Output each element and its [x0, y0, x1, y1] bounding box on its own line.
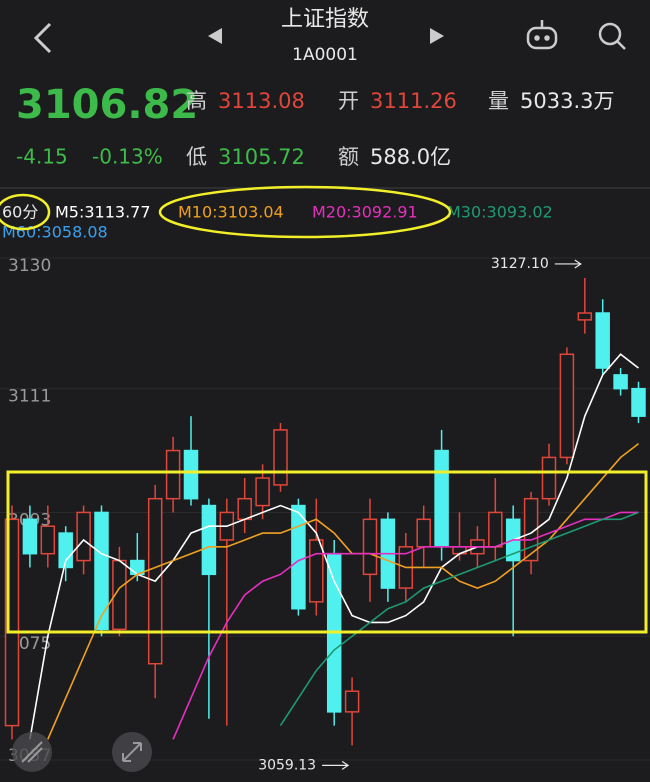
candle-body [291, 504, 306, 610]
candle-body [165, 449, 181, 500]
prev-button[interactable] [208, 28, 222, 44]
stat-label: 额 [338, 145, 359, 169]
highlight-box [6, 470, 648, 634]
y-tick-label: 3111 [8, 387, 51, 407]
search-icon[interactable] [598, 22, 626, 50]
bottom-buttons [12, 732, 152, 772]
candle-body [309, 539, 324, 603]
low-label: 3059.13 [258, 757, 316, 773]
candle-body [344, 690, 360, 713]
legend-item: M60:3058.08 [2, 223, 108, 242]
stat-value: 3113.08 [218, 89, 305, 113]
legend-item: M30:3093.02 [447, 203, 553, 222]
ma-line [29, 353, 639, 740]
candle-body [631, 387, 646, 417]
y-tick-label: 3130 [8, 256, 51, 276]
index-title: 上证指数 [281, 7, 369, 32]
candle-body [362, 518, 378, 576]
change: -4.15 [16, 145, 68, 169]
stat-value: 3105.72 [218, 145, 305, 169]
candle-body [577, 312, 593, 321]
low-arrow [322, 760, 350, 770]
candle-body [58, 532, 73, 569]
candle-body [76, 511, 91, 562]
expand-icon [122, 742, 142, 762]
price: 3106.82 [16, 82, 198, 128]
candle-body [40, 525, 56, 555]
candle-body [488, 511, 503, 548]
stat-value: 5033.3万 [520, 89, 614, 113]
next-button[interactable] [430, 28, 444, 44]
stat-value: 3111.26 [370, 89, 457, 113]
candle-body [273, 429, 288, 486]
ma-line [172, 511, 639, 740]
candle-body [183, 449, 199, 500]
candle-body [595, 312, 610, 369]
stat-label: 低 [186, 145, 207, 169]
ma-line [279, 511, 639, 727]
legend-item: M10:3103.04 [178, 203, 284, 222]
collapse-icon [21, 741, 43, 763]
change-pct: -0.13% [92, 145, 163, 169]
candle-body [237, 497, 252, 521]
high-arrow [554, 259, 582, 269]
candle-body [201, 504, 217, 576]
ma-line [47, 443, 639, 740]
period[interactable]: 60分 [2, 203, 38, 222]
legend-item: M20:3092.91 [312, 203, 418, 222]
robot-icon[interactable] [526, 20, 558, 50]
high-label: 3127.10 [491, 256, 549, 272]
candle-body [255, 477, 270, 507]
stat-label: 开 [338, 89, 359, 113]
highlight-ellipse [158, 185, 452, 239]
candle-body [22, 518, 38, 555]
candle-body [541, 456, 557, 500]
legend-item: M5:3113.77 [55, 203, 151, 222]
index-code: 1A0001 [292, 45, 358, 65]
candle-body [613, 374, 628, 390]
candle-body [559, 353, 575, 459]
candle-body [434, 449, 449, 548]
stat-value: 588.0亿 [370, 145, 451, 169]
highlight-ellipse [0, 193, 51, 231]
candle-body [94, 511, 109, 631]
stat-label: 高 [186, 89, 207, 113]
back-button[interactable] [33, 22, 52, 54]
stat-label: 量 [488, 89, 509, 113]
candle-body [416, 518, 431, 548]
legend: M5:3113.77 M10:3103.04 M20:3092.91 M30:3093… [2, 203, 553, 242]
